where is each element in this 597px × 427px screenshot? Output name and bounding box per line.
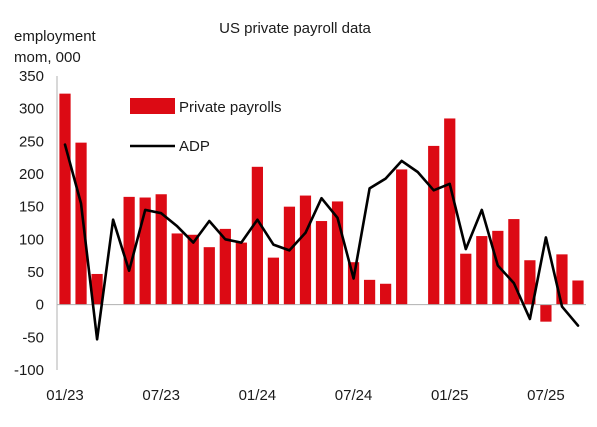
bar-private-payrolls [524, 260, 536, 305]
bar-private-payrolls [540, 304, 552, 322]
x-axis-tick-labels: 01/23 07/23 01/24 07/24 01/25 07/25 [46, 387, 564, 404]
y-tick-label: 100 [19, 231, 44, 248]
y-tick-label: 150 [19, 199, 44, 216]
y-tick-label: 50 [27, 264, 44, 281]
bar-private-payrolls [331, 201, 344, 305]
bar-private-payrolls [251, 166, 263, 305]
bar-private-payrolls [299, 195, 312, 305]
bar-private-payrolls [219, 228, 231, 305]
bar-private-payrolls [315, 221, 328, 305]
bar-series-private-payrolls [59, 93, 584, 322]
y-tick-label: 0 [36, 297, 44, 314]
bar-private-payrolls [91, 273, 103, 305]
bar-private-payrolls [155, 194, 167, 305]
bar-private-payrolls [396, 169, 408, 305]
bar-private-payrolls [572, 280, 584, 305]
legend-label-private-payrolls: Private payrolls [179, 99, 282, 116]
bar-private-payrolls [347, 262, 360, 305]
bar-private-payrolls [171, 233, 183, 305]
x-tick-label: 01/23 [46, 387, 84, 404]
bar-private-payrolls [444, 118, 456, 305]
bar-private-payrolls [380, 283, 392, 305]
bar-private-payrolls [123, 196, 135, 305]
x-tick-label: 07/25 [527, 387, 565, 404]
bar-private-payrolls [187, 234, 199, 305]
bar-private-payrolls [235, 242, 247, 305]
x-tick-label: 07/24 [335, 387, 373, 404]
bar-private-payrolls [476, 236, 488, 305]
y-tick-label: -50 [22, 329, 44, 346]
y-tick-label: -100 [14, 362, 44, 379]
x-tick-label: 07/23 [142, 387, 180, 404]
legend: Private payrolls ADP [130, 98, 282, 155]
chart-title: US private payroll data [219, 20, 371, 37]
y-tick-label: 300 [19, 101, 44, 118]
bar-private-payrolls [75, 142, 87, 305]
bar-private-payrolls [267, 257, 280, 305]
y-axis-tick-labels: 350 300 250 200 150 100 50 0 -50 -100 [14, 68, 44, 379]
y-tick-label: 200 [19, 166, 44, 183]
bar-private-payrolls [139, 197, 151, 305]
bar-private-payrolls [203, 247, 215, 305]
bar-private-payrolls [492, 230, 504, 305]
y-axis-label-line-1: employment [14, 28, 97, 45]
x-tick-label: 01/24 [239, 387, 277, 404]
bar-private-payrolls [508, 219, 520, 305]
legend-swatch-private-payrolls [130, 98, 175, 114]
bar-private-payrolls [283, 206, 296, 305]
bar-private-payrolls [460, 253, 472, 305]
y-tick-label: 250 [19, 133, 44, 150]
bar-private-payrolls [59, 93, 71, 305]
x-tick-label: 01/25 [431, 387, 469, 404]
bar-private-payrolls [363, 279, 376, 305]
bar-private-payrolls [428, 145, 440, 305]
y-tick-label: 350 [19, 68, 44, 85]
legend-label-adp: ADP [179, 138, 210, 155]
bar-private-payrolls [556, 254, 568, 305]
line-series-adp [63, 143, 580, 341]
y-axis-label-line-2: mom, 000 [14, 49, 81, 66]
